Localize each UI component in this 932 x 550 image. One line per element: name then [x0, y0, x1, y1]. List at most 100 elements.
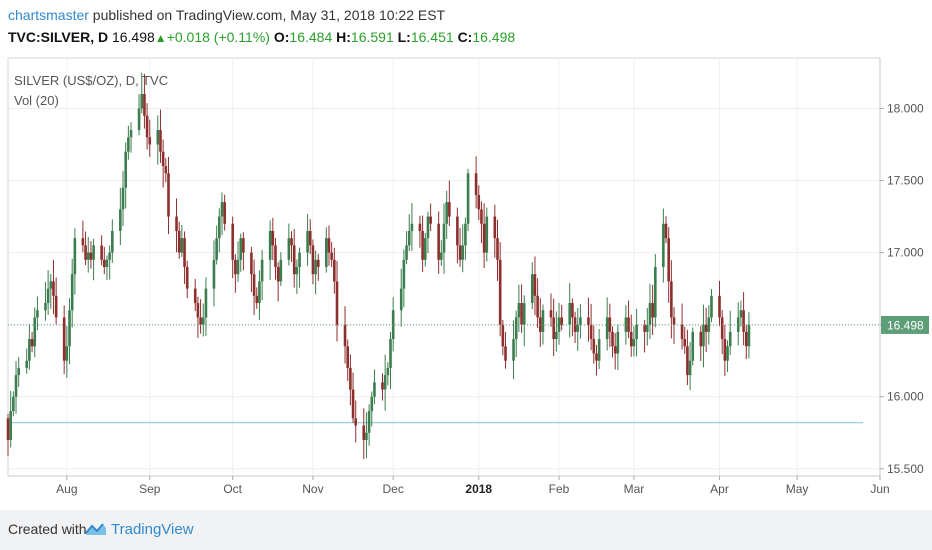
candle-up [624, 317, 628, 332]
candle-down [148, 137, 152, 145]
tradingview-brand[interactable]: TradingView [111, 521, 194, 538]
candle-up [73, 238, 77, 275]
candle-up [632, 339, 636, 347]
price-chart[interactable]: 15.50016.00016.50017.00017.50018.00016.4… [0, 52, 932, 510]
open-value: 16.484 [289, 29, 333, 45]
candle-down [643, 324, 646, 332]
last-price: 16.498 [111, 29, 155, 45]
candle-down [533, 274, 537, 296]
candle-up [70, 274, 74, 311]
candle-up [33, 317, 37, 347]
candle-up [201, 317, 205, 325]
candle-down [145, 115, 149, 138]
candle-up [426, 216, 430, 239]
candle-up [464, 223, 467, 246]
candle-up [121, 187, 125, 210]
candle-up [111, 230, 114, 253]
candle-up [298, 252, 301, 267]
candle-up [662, 223, 665, 267]
time-tick-label: Oct [223, 482, 242, 496]
candle-down [477, 194, 481, 210]
candle-down [667, 238, 670, 282]
time-tick-label: Aug [56, 482, 77, 496]
candle-up [25, 360, 29, 368]
candle-up [212, 259, 216, 289]
candle-down [81, 238, 85, 246]
candle-up [180, 238, 184, 253]
candle-down [274, 245, 277, 267]
time-tick-label: Apr [710, 482, 729, 496]
candle-down [480, 209, 483, 224]
candle-up [485, 216, 489, 253]
candle-up [466, 173, 470, 224]
candle-up [522, 303, 526, 325]
candle-down [720, 317, 724, 340]
candle-up [119, 209, 122, 231]
candle-down [52, 281, 55, 296]
candle-down [343, 324, 347, 347]
candle-up [367, 411, 371, 433]
candle-up [370, 396, 374, 412]
candle-up [65, 346, 69, 361]
candle-up [736, 317, 740, 332]
candle-down [664, 223, 668, 239]
candle-down [183, 238, 186, 267]
candles [6, 72, 751, 460]
candle-down [627, 317, 630, 332]
candle-down [448, 202, 451, 217]
candle-up [12, 396, 15, 412]
time-axis[interactable]: Aug Sep Oct Nov Dec 2018 Feb Mar Apr May Jun [8, 475, 890, 496]
candle-up [14, 375, 18, 397]
change-value: +0.018 (+0.11%) [166, 29, 270, 45]
candle-down [292, 245, 296, 275]
candle-up [260, 259, 264, 282]
candle-down [333, 259, 336, 282]
time-tick-label: Nov [302, 482, 323, 496]
candle-up [739, 310, 743, 318]
candle-up [597, 339, 601, 361]
publish-line: chartsmaster published on TradingView.co… [8, 7, 445, 23]
candle-up [306, 230, 309, 253]
candle-down [381, 382, 384, 390]
candle-up [423, 238, 427, 260]
candle-down [560, 317, 563, 325]
time-tick-label: Sep [139, 482, 161, 496]
candle-down [536, 295, 539, 318]
candle-up [17, 367, 20, 376]
price-axis[interactable]: 15.50016.00016.50017.00017.50018.00016.4… [879, 58, 929, 476]
price-tick-label: 15.500 [887, 462, 924, 476]
candle-down [699, 331, 703, 347]
candle-down [629, 331, 633, 347]
candle-down [418, 223, 422, 231]
candle-up [654, 267, 657, 318]
candle-up [127, 137, 130, 152]
candle-up [373, 382, 376, 397]
candle-up [605, 317, 609, 340]
candle-up [49, 281, 53, 289]
candle-down [54, 295, 58, 318]
candle-up [295, 267, 299, 275]
candle-up [365, 432, 368, 440]
candle-down [421, 230, 424, 260]
candle-up [391, 310, 395, 340]
ohlc-line: TVC:SILVER, D 16.498▲+0.018 (+0.11%) O:1… [8, 29, 515, 45]
candle-down [744, 331, 748, 347]
candle-up [405, 245, 408, 260]
candle-up [648, 303, 652, 325]
candle-down [571, 303, 574, 318]
candle-down [327, 238, 331, 253]
candle-up [124, 151, 127, 188]
candle-down [290, 238, 293, 246]
candle-down [346, 346, 350, 368]
candle-up [568, 303, 572, 325]
candle-up [442, 223, 446, 253]
candle-down [316, 259, 320, 267]
author-link[interactable]: chartsmaster [8, 7, 89, 23]
published-text: published on TradingView.com, May 31, 20… [88, 7, 446, 23]
symbol-label: TVC:SILVER, D [8, 29, 109, 45]
candle-up [108, 252, 111, 260]
candle-down [552, 317, 555, 340]
price-tick-label: 17.000 [887, 246, 924, 260]
candle-down [335, 281, 339, 325]
candle-up [44, 303, 47, 311]
